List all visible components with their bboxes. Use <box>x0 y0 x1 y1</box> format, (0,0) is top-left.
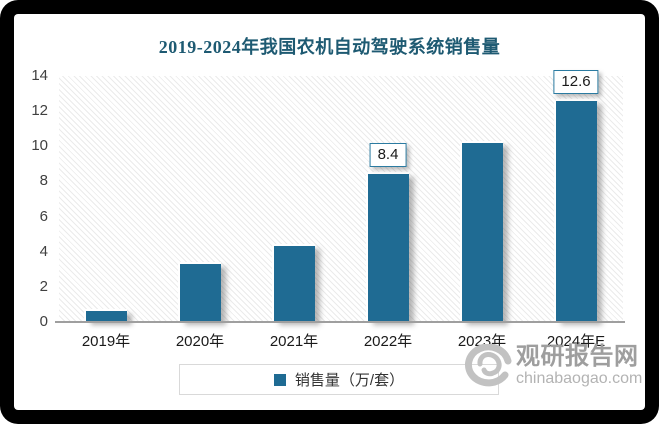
chart-canvas: 2019-2024年我国农机自动驾驶系统销售量 0 2 4 6 8 10 12 14 8.4 1… <box>14 14 645 410</box>
legend-label: 销售量（万/套） <box>294 372 405 389</box>
bar-2023年 <box>461 142 503 322</box>
x-axis-line <box>55 321 625 323</box>
plot-area: 8.4 12.6 <box>59 69 623 322</box>
y-tick-label: 2 <box>39 277 48 295</box>
y-tick-label: 12 <box>31 102 48 120</box>
value-label-2022年: 8.4 <box>369 143 407 168</box>
bar-2021年 <box>273 246 315 322</box>
bar-2020年 <box>179 264 221 322</box>
y-tick-label: 0 <box>39 313 48 330</box>
y-axis: 0 2 4 6 8 10 12 14 <box>14 14 54 410</box>
bar-2019年 <box>85 311 127 322</box>
y-tick-label: 4 <box>39 242 48 260</box>
y-tick-label: 6 <box>39 207 48 225</box>
watermark-site-url: chinabaogao.com <box>516 370 643 387</box>
bar-2024年E <box>555 100 597 322</box>
x-axis: 2019年 2020年 2021年 2022年 2023年 2024年E <box>59 332 623 354</box>
chart-title: 2019-2024年我国农机自动驾驶系统销售量 <box>158 37 501 57</box>
legend: 销售量（万/套） <box>179 364 499 395</box>
x-tick-label: 2023年 <box>457 333 507 350</box>
x-tick-label: 2022年 <box>363 333 413 350</box>
x-tick-label: 2019年 <box>81 333 131 350</box>
x-tick-label: 2021年 <box>269 333 319 350</box>
value-label-2024年E: 12.6 <box>553 69 599 94</box>
legend-marker-icon <box>273 373 286 386</box>
x-tick-label: 2020年 <box>175 333 225 350</box>
bar-2022年 <box>367 174 409 322</box>
x-tick-label: 2024年E <box>546 333 606 350</box>
y-tick-label: 10 <box>31 137 48 155</box>
y-tick-label: 14 <box>31 67 48 84</box>
y-tick-label: 8 <box>39 172 48 190</box>
